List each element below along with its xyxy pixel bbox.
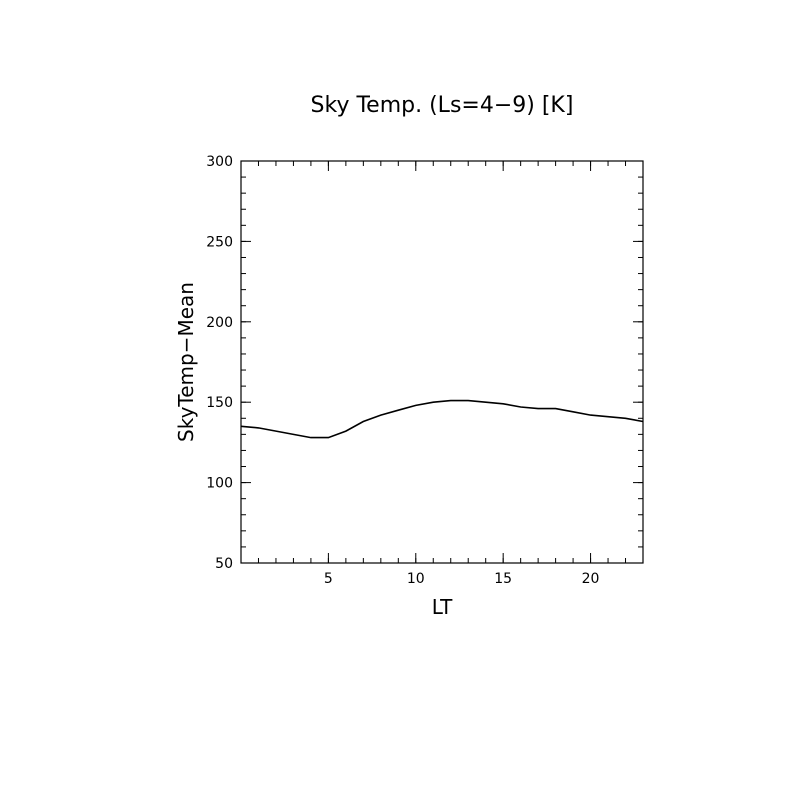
x-tick-label: 20 <box>582 571 600 587</box>
chart-title: Sky Temp. (Ls=4−9) [K] <box>311 93 574 118</box>
y-tick-label: 150 <box>206 395 233 411</box>
y-tick-label: 200 <box>206 315 233 331</box>
axis-tick-labels: 5 10 15 20 50 100 150 200 250 300 <box>206 154 599 587</box>
axis-ticks <box>240 160 644 564</box>
y-tick-label: 100 <box>206 476 233 492</box>
x-axis-label: LT <box>432 595 453 619</box>
x-tick-label: 10 <box>407 571 425 587</box>
series-line <box>240 399 644 439</box>
y-tick-label: 300 <box>206 154 233 170</box>
y-tick-label: 250 <box>206 234 233 250</box>
x-tick-label: 5 <box>324 571 333 587</box>
y-tick-label: 50 <box>215 556 233 572</box>
series-group <box>240 399 644 439</box>
plot-frame <box>240 160 644 564</box>
x-tick-label: 15 <box>494 571 512 587</box>
y-axis-label: SkyTemp−Mean <box>174 282 198 442</box>
